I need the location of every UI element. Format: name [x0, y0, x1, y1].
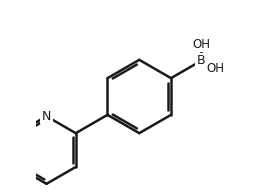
Text: OH: OH — [206, 63, 224, 75]
Text: N: N — [42, 110, 51, 123]
Text: B: B — [197, 54, 205, 67]
Text: OH: OH — [192, 38, 210, 51]
